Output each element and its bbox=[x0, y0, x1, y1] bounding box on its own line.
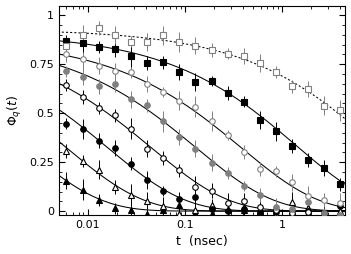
X-axis label: t  (nsec): t (nsec) bbox=[176, 235, 228, 248]
Y-axis label: $\Phi_q(t)$: $\Phi_q(t)$ bbox=[6, 94, 24, 126]
